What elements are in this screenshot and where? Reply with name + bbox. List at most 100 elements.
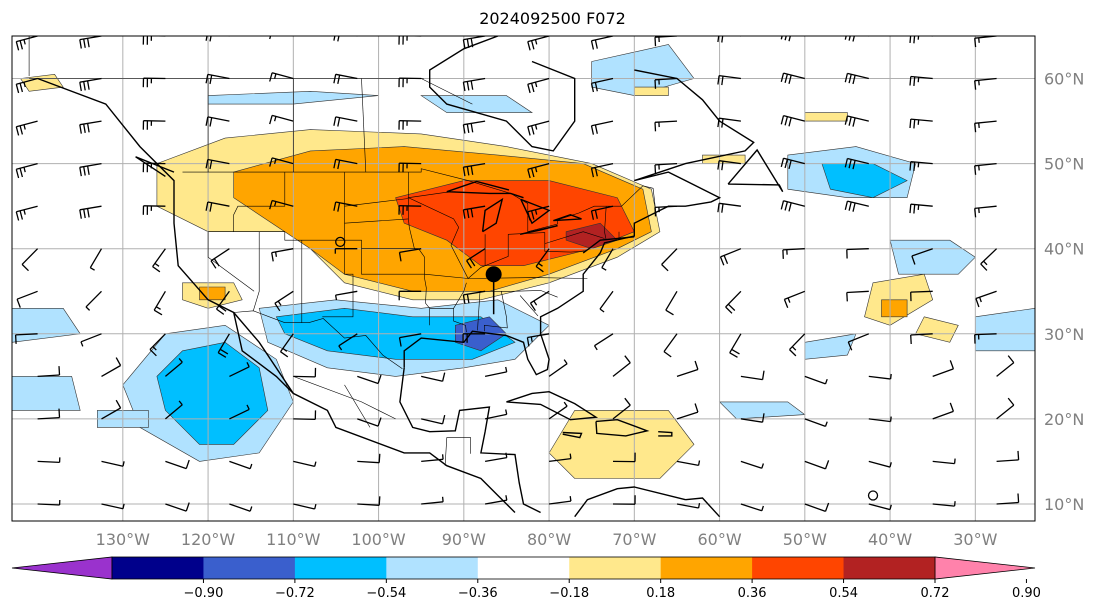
wind-barb-flag	[913, 204, 916, 214]
wind-barb	[229, 503, 253, 512]
wind-barb-staff	[229, 503, 251, 512]
colorbar-tick-label: 0.72	[921, 586, 950, 601]
wind-barb-flag	[338, 345, 343, 351]
wind-barb-flag	[913, 76, 916, 86]
wind-barb-staff	[847, 72, 869, 80]
wind-barb-staff	[932, 503, 955, 507]
wind-barb-staff	[665, 290, 678, 311]
wind-barb-flag	[273, 158, 277, 164]
colorbar-tick-label: 0.90	[1012, 586, 1041, 601]
longitude-tick-label: 110°W	[266, 530, 321, 549]
border-segment	[293, 376, 396, 420]
wind-barb-flag	[535, 265, 544, 273]
anomaly-region	[702, 154, 746, 164]
border-segment	[453, 282, 467, 309]
wind-barb-flag	[847, 341, 853, 351]
wind-barb-staff	[804, 375, 826, 385]
wind-barb-flag	[727, 303, 736, 311]
wind-barb-flag	[274, 251, 278, 257]
wind-barb	[548, 359, 568, 377]
wind-barb-flag	[717, 160, 720, 170]
wind-barb-flag	[780, 115, 785, 125]
wind-barb-staff	[225, 36, 230, 37]
wind-barb-flag	[974, 123, 977, 133]
wind-barb-flag	[23, 82, 26, 88]
wind-barb	[783, 290, 806, 309]
map-panel[interactable]	[11, 30, 1036, 522]
latitude-tick-label: 20°N	[1044, 410, 1084, 429]
wind-barb	[229, 362, 250, 377]
wind-barb-flag	[86, 38, 90, 48]
wind-barb	[334, 248, 358, 254]
wind-barb-flag	[470, 38, 474, 48]
wind-barb	[462, 162, 486, 177]
wind-barb-flag	[717, 203, 720, 213]
wind-barb-flag	[889, 504, 892, 510]
wind-barb	[466, 248, 486, 269]
wind-barb	[590, 162, 614, 178]
wind-barb	[661, 248, 678, 272]
wind-barb-staff	[293, 503, 315, 510]
wind-barb-flag	[470, 165, 474, 175]
wind-barb	[101, 357, 122, 377]
wind-barb-flag	[569, 453, 572, 459]
longitude-tick-label: 40°W	[868, 530, 912, 549]
wind-barb	[868, 460, 892, 468]
wind-barb-flag	[79, 82, 82, 92]
wind-barb-flag	[784, 116, 789, 126]
wind-barb-flag	[466, 260, 472, 269]
wind-barb-staff	[37, 416, 60, 420]
coastline-segment	[520, 198, 551, 225]
wind-barb-flag	[280, 351, 289, 358]
wind-barb	[932, 458, 956, 465]
wind-barb	[421, 496, 444, 505]
wind-barb	[590, 120, 614, 135]
wind-barb-flag	[153, 309, 163, 316]
wind-barb	[14, 333, 38, 344]
wind-barb-flag	[846, 292, 848, 302]
wind-barb	[612, 355, 631, 377]
wind-barb	[333, 73, 358, 85]
wind-barb-flag	[910, 334, 912, 345]
wind-barb-flag	[19, 40, 24, 50]
wind-barb-flag	[978, 80, 980, 86]
wind-barb-flag	[848, 201, 852, 211]
wind-barb-flag	[269, 157, 273, 167]
wind-barb-flag	[1007, 397, 1015, 406]
wind-barb-staff	[974, 333, 997, 336]
wind-barb-flag	[788, 159, 792, 170]
wind-barb	[269, 157, 294, 167]
wind-barb	[15, 205, 38, 221]
wind-barb	[729, 333, 742, 358]
wind-barb-flag	[333, 116, 337, 126]
wind-barb-flag	[663, 351, 672, 358]
wind-barb-flag	[15, 126, 20, 136]
wind-barb	[79, 77, 102, 92]
wind-barb	[80, 333, 102, 347]
wind-barb	[462, 120, 486, 134]
wind-barb-flag	[530, 83, 535, 93]
wind-barb-staff	[527, 77, 550, 85]
wind-barb-flag	[209, 160, 213, 170]
wind-barb-flag	[593, 345, 598, 351]
wind-barb-staff	[164, 404, 183, 420]
wind-barb-flag	[889, 416, 892, 422]
coastline-segment	[233, 312, 294, 394]
wind-barb	[717, 160, 741, 171]
wind-barb-flag	[978, 165, 980, 171]
wind-barb	[844, 115, 869, 127]
wind-barb	[719, 248, 742, 266]
wind-barb	[334, 290, 358, 301]
wind-barb-staff	[932, 460, 955, 465]
wind-barb	[210, 248, 230, 269]
wind-barb-staff	[89, 248, 103, 269]
station-circle	[335, 236, 346, 248]
wind-barb-flag	[844, 200, 849, 210]
wind-barb-flag	[273, 73, 277, 79]
wind-barb-flag	[377, 374, 382, 384]
wind-barb-flag	[725, 306, 733, 314]
wind-barb-flag	[14, 334, 17, 344]
wind-barb-staff	[152, 248, 166, 267]
border-segment	[344, 218, 409, 224]
wind-barb-staff	[421, 458, 444, 463]
